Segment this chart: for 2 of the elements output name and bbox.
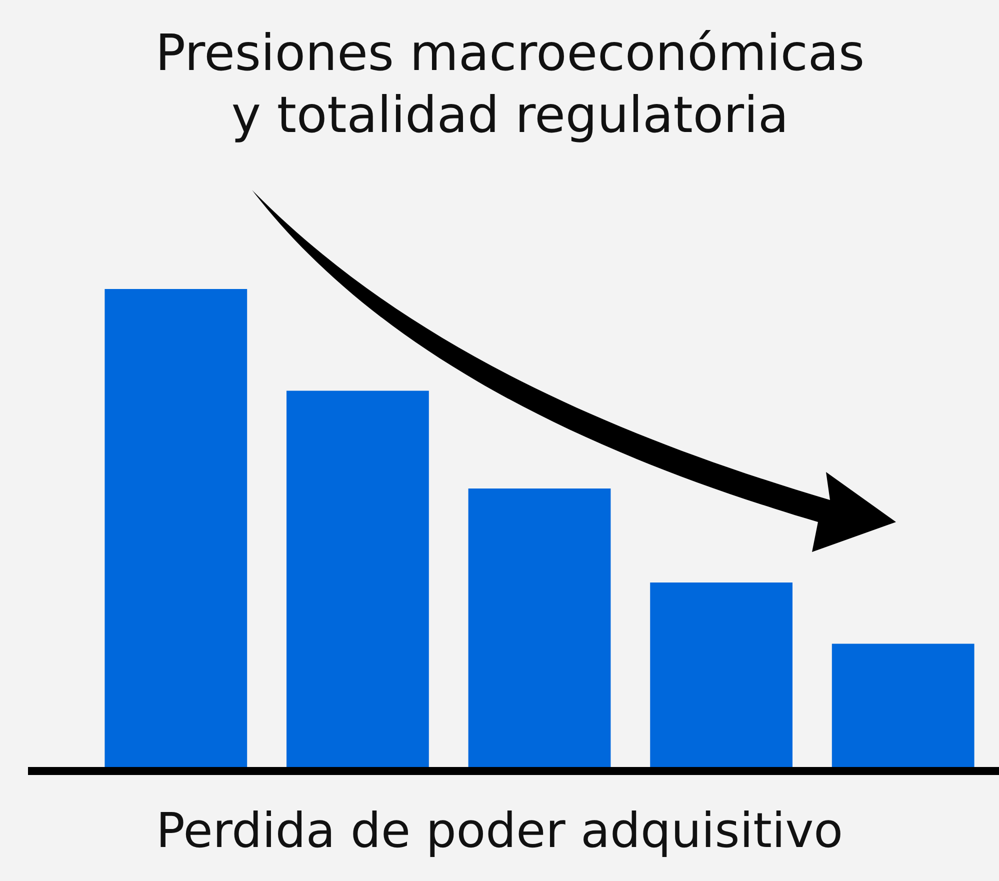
chart-title: Presiones macroeconómicas y totalidad regulatoria bbox=[154, 23, 866, 146]
x-axis-title: Perdida de poder adquisitivo bbox=[154, 802, 844, 861]
